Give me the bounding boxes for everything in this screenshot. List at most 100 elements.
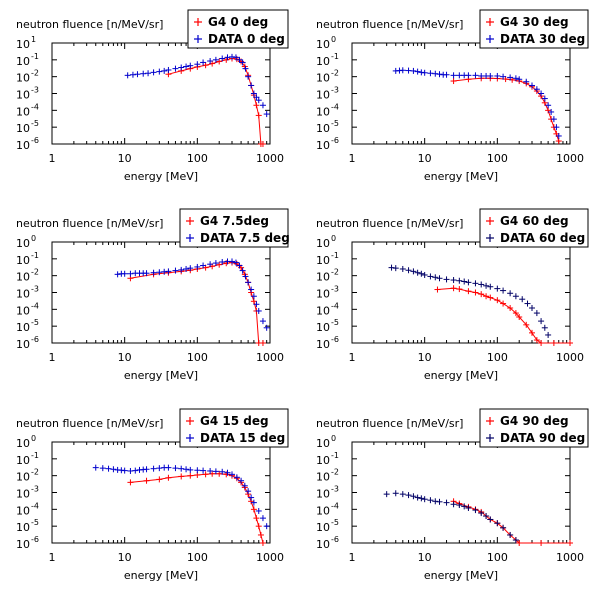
y-tick-exponent: 0 <box>331 234 336 243</box>
data-point <box>187 265 194 272</box>
data-point <box>242 65 249 72</box>
data-point <box>545 331 552 338</box>
data-point <box>529 305 536 312</box>
y-tick-exponent: -2 <box>31 268 39 277</box>
data-point <box>229 471 236 478</box>
x-tick-label: 1000 <box>256 152 284 165</box>
x-tick-label: 1000 <box>556 351 584 364</box>
legend-marker <box>194 18 202 26</box>
data-point <box>538 90 545 97</box>
y-tick-label: 10 <box>316 105 330 118</box>
legend-marker <box>186 217 194 225</box>
x-axis-label: energy [MeV] <box>424 369 498 382</box>
data-point <box>456 502 463 509</box>
data-point <box>187 466 194 473</box>
y-axis-label: neutron fluence [n/MeV/sr] <box>316 217 463 230</box>
y-tick-label: 10 <box>16 139 30 152</box>
x-tick-label: 1000 <box>556 152 584 165</box>
legend-entry: G4 60 deg <box>500 214 569 228</box>
data-point <box>545 107 552 114</box>
legend-marker <box>194 35 202 43</box>
legend-marker <box>186 434 194 442</box>
legend-entry: DATA 90 deg <box>500 431 585 445</box>
data-point <box>255 112 262 119</box>
data-point <box>178 266 185 273</box>
y-tick-exponent: -4 <box>31 501 39 510</box>
data-point <box>257 531 264 538</box>
legend-entry: G4 90 deg <box>500 414 569 428</box>
data-point <box>124 72 131 79</box>
data-point <box>494 297 501 304</box>
data-point <box>232 259 239 266</box>
series-data <box>92 464 270 530</box>
data-point <box>212 56 219 63</box>
plot-frame <box>351 441 571 544</box>
data-point <box>434 286 441 293</box>
series-line <box>453 77 560 142</box>
series-g4 <box>127 259 266 346</box>
data-point <box>541 95 548 102</box>
y-tick-exponent: -6 <box>31 335 39 344</box>
data-point <box>516 76 523 83</box>
x-axis-label: energy [MeV] <box>124 170 198 183</box>
legend-box <box>479 9 589 49</box>
panel-4: neutron fluence [n/MeV/sr] energy [MeV] 1 1… <box>316 208 589 382</box>
y-tick-label: 10 <box>316 254 330 267</box>
x-tick-label: 10 <box>118 551 132 564</box>
data-point <box>194 263 201 270</box>
y-tick-exponent: -5 <box>31 318 39 327</box>
panel-6: neutron fluence [n/MeV/sr] energy [MeV] 1 1… <box>316 408 589 582</box>
legend-entry: DATA 7.5 deg <box>200 231 290 245</box>
data-point <box>121 270 128 277</box>
y-axis-label: neutron fluence [n/MeV/sr] <box>16 417 163 430</box>
data-point <box>245 279 252 286</box>
data-point <box>421 271 428 278</box>
data-point <box>92 464 99 471</box>
data-point <box>533 310 540 317</box>
data-point <box>143 477 150 484</box>
data-point <box>259 318 266 325</box>
y-tick-label: 10 <box>316 237 330 250</box>
y-tick-label: 10 <box>16 38 30 51</box>
data-point <box>253 515 260 522</box>
legend: G4 30 deg DATA 30 deg <box>479 9 589 49</box>
data-point <box>229 258 236 265</box>
data-point <box>172 65 179 72</box>
data-point <box>487 294 494 301</box>
data-point <box>150 69 157 76</box>
data-point <box>263 111 270 118</box>
data-point <box>150 465 157 472</box>
data-point <box>472 289 479 296</box>
data-point <box>512 310 519 317</box>
data-point <box>219 55 226 62</box>
y-tick-exponent: -6 <box>331 535 339 544</box>
data-point <box>165 474 172 481</box>
legend-marker <box>486 217 494 225</box>
data-point <box>427 497 434 504</box>
y-tick-exponent: 0 <box>331 434 336 443</box>
data-point <box>216 58 223 65</box>
legend: G4 90 deg DATA 90 deg <box>479 408 589 448</box>
data-point <box>156 476 163 483</box>
data-point <box>405 267 412 274</box>
data-point <box>248 494 255 501</box>
y-tick-exponent: -6 <box>31 535 39 544</box>
y-tick-exponent: -3 <box>31 285 39 294</box>
data-point <box>200 262 207 269</box>
legend-entry: G4 0 deg <box>208 15 268 29</box>
data-point <box>200 59 207 66</box>
data-point <box>114 271 121 278</box>
y-tick-exponent: -4 <box>331 501 339 510</box>
y-tick-label: 10 <box>316 304 330 317</box>
data-point <box>533 337 540 344</box>
legend-entry: G4 7.5deg <box>200 214 269 228</box>
data-point <box>483 293 490 300</box>
data-point <box>456 277 463 284</box>
data-point <box>436 275 443 282</box>
series-data <box>114 258 270 331</box>
data-point <box>410 493 417 500</box>
data-point <box>255 507 262 514</box>
data-point <box>465 288 472 295</box>
y-tick-label: 10 <box>16 271 30 284</box>
data-point <box>516 540 523 546</box>
